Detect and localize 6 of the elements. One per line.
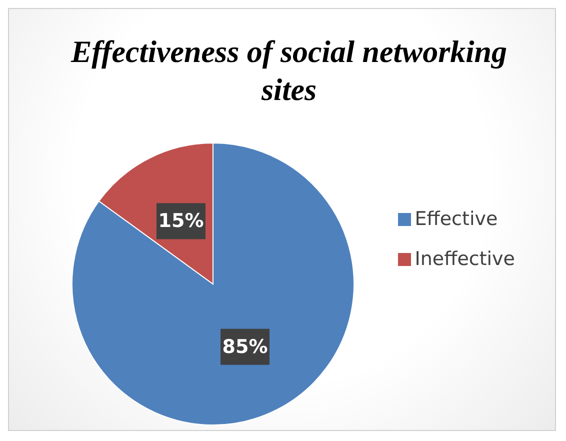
chart-title: Effectiveness of social networking sites	[70, 33, 508, 109]
legend-label: Ineffective	[414, 248, 515, 270]
legend-label: Effective	[414, 208, 498, 230]
pie-slice	[72, 142, 354, 426]
data-label: 15%	[158, 210, 204, 232]
data-label: 85%	[222, 336, 268, 358]
